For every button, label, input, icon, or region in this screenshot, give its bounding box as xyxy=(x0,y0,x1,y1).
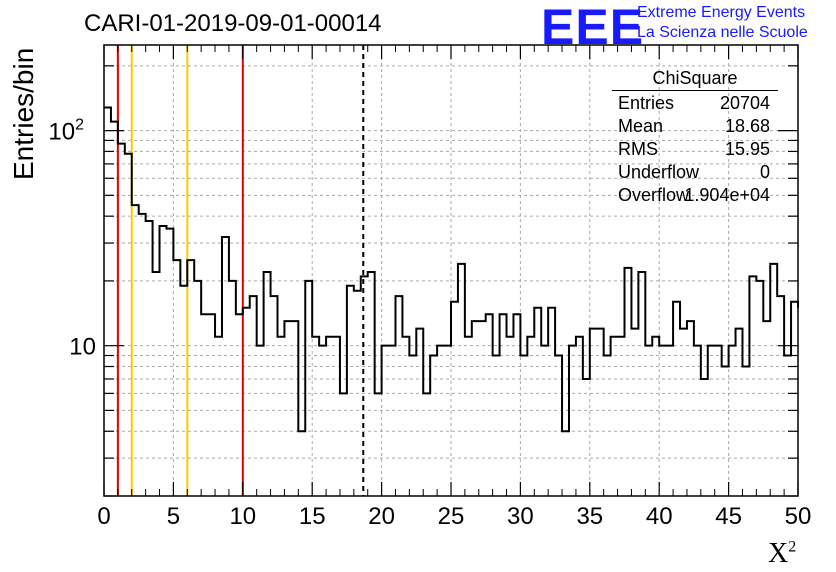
x-tick-label: 30 xyxy=(507,503,534,530)
stats-row-entries: Entries 20704 xyxy=(612,91,778,114)
stats-row-mean: Mean 18.68 xyxy=(612,114,778,137)
stats-mean-value: 18.68 xyxy=(724,116,770,136)
x-tick-label: 20 xyxy=(368,503,395,530)
eee-logo: EEE xyxy=(541,0,645,55)
stats-title: ChiSquare xyxy=(612,68,778,91)
stats-row-rms: RMS 15.95 xyxy=(612,137,778,160)
histogram-series xyxy=(104,106,799,433)
x-tick-label: 35 xyxy=(576,503,603,530)
x-tick-label: 50 xyxy=(785,503,812,530)
logo-line-1: Extreme Energy Events xyxy=(637,4,806,21)
stats-entries-label: Entries xyxy=(618,93,675,113)
x-axis-label-superscript: 2 xyxy=(788,538,797,556)
stats-rms-label: RMS xyxy=(618,139,658,159)
stats-entries-value: 20704 xyxy=(719,93,770,113)
y-tick-label: 102 xyxy=(48,117,84,146)
stats-mean-label: Mean xyxy=(618,116,664,136)
stats-overflow-label: Overflow xyxy=(618,185,690,205)
logo-line-2: La Scienza nelle Scuole xyxy=(637,24,808,41)
x-tick-label: 40 xyxy=(646,503,673,530)
stats-row-overflow: Overflow 1.904e+04 xyxy=(612,183,778,206)
x-axis-label-base: X xyxy=(768,538,789,569)
chart-title: CARI-01-2019-09-01-00014 xyxy=(84,10,382,37)
grid-lines xyxy=(104,45,798,497)
y-tick-label: 10 xyxy=(69,334,96,361)
x-tick-label: 10 xyxy=(229,503,256,530)
x-tick-label: 0 xyxy=(97,503,110,530)
x-tick-label: 5 xyxy=(167,503,180,530)
x-tick-label: 15 xyxy=(299,503,326,530)
x-axis-label: X2 xyxy=(768,538,796,570)
stats-box: ChiSquare Entries 20704 Mean 18.68 RMS 1… xyxy=(612,68,778,206)
axis-tick-labels: 0 5 10 15 20 25 30 35 40 45 50 10 102 xyxy=(48,117,811,530)
x-tick-label: 45 xyxy=(715,503,742,530)
y-axis-label: Entries/bin xyxy=(8,47,39,180)
stats-row-underflow: Underflow 0 xyxy=(612,160,778,183)
stats-underflow-label: Underflow xyxy=(618,162,700,182)
stats-rms-value: 15.95 xyxy=(724,139,770,159)
reference-lines xyxy=(116,45,365,496)
stats-underflow-value: 0 xyxy=(759,162,770,182)
stats-overflow-value: 1.904e+04 xyxy=(684,185,770,205)
x-tick-label: 25 xyxy=(438,503,465,530)
axis-ticks xyxy=(103,45,799,497)
